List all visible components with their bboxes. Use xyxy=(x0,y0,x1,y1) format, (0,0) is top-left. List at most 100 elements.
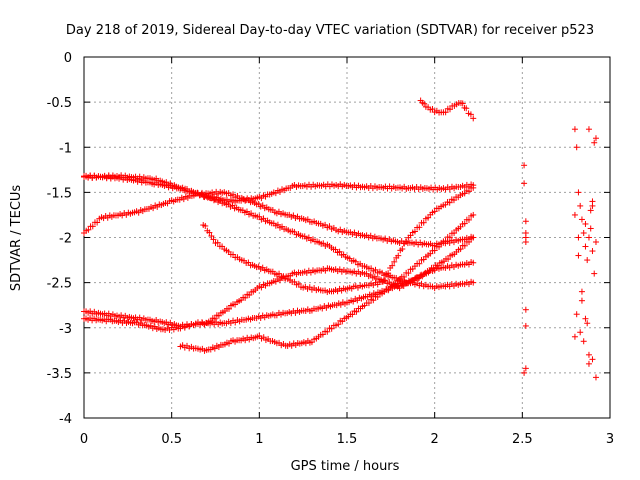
data-point xyxy=(582,243,589,250)
data-point xyxy=(210,236,217,243)
data-point xyxy=(442,109,449,116)
data-point xyxy=(451,230,458,237)
data-point xyxy=(467,111,474,118)
data-point xyxy=(395,252,402,259)
data-point xyxy=(470,211,477,218)
data-point xyxy=(582,220,589,227)
data-point xyxy=(420,219,427,226)
x-tick-label: 1 xyxy=(255,432,263,447)
data-point xyxy=(246,292,253,299)
data-point xyxy=(202,222,209,229)
data-point xyxy=(446,199,453,206)
data-point xyxy=(584,257,591,264)
data-point xyxy=(396,277,403,284)
x-tick-label: 0 xyxy=(80,432,88,447)
data-point xyxy=(591,270,598,277)
data-point xyxy=(465,216,472,223)
y-axis: 0 -0.5 -1 -1.5 -2 -2.5 -3 -3.5 -4 xyxy=(47,51,610,427)
data-point xyxy=(580,229,587,236)
data-point xyxy=(571,211,578,218)
data-point xyxy=(585,126,592,133)
data-point xyxy=(242,294,249,301)
data-point xyxy=(573,144,580,151)
data-point xyxy=(295,280,302,287)
x-tick-label: 2.5 xyxy=(512,432,533,447)
data-point xyxy=(208,233,215,240)
y-tick-label: -1 xyxy=(59,141,72,156)
data-point xyxy=(431,247,438,254)
data-point xyxy=(353,308,360,315)
data-point xyxy=(89,223,96,230)
data-point xyxy=(85,226,92,233)
data-point xyxy=(582,315,589,322)
data-point xyxy=(426,267,433,274)
data-point xyxy=(578,297,585,304)
y-axis-label: SDTVAR / TECUs xyxy=(9,185,24,292)
data-point xyxy=(461,220,468,227)
data-point xyxy=(587,207,594,214)
data-point xyxy=(459,100,466,107)
data-point xyxy=(575,252,582,259)
data-point xyxy=(577,329,584,336)
y-tick-label: -2 xyxy=(59,232,72,247)
data-point xyxy=(585,234,592,241)
data-point xyxy=(206,229,213,236)
data-point xyxy=(211,315,218,322)
data-point xyxy=(571,333,578,340)
y-tick-label: -0.5 xyxy=(47,96,72,111)
data-point xyxy=(589,356,596,363)
data-point xyxy=(578,216,585,223)
data-point xyxy=(522,234,529,241)
data-point xyxy=(385,270,392,277)
data-point xyxy=(430,265,437,272)
data-point xyxy=(446,234,453,241)
data-point xyxy=(591,139,598,146)
data-point xyxy=(573,311,580,318)
data-point xyxy=(94,219,101,226)
data-point xyxy=(416,224,423,231)
data-point xyxy=(470,259,477,266)
y-tick-label: -2.5 xyxy=(47,277,72,292)
data-point xyxy=(328,325,335,332)
data-point xyxy=(589,248,596,255)
data-point xyxy=(403,238,410,245)
data-point xyxy=(405,270,412,277)
data-point xyxy=(381,277,388,284)
data-point xyxy=(445,256,452,263)
data-point xyxy=(276,270,283,277)
data-point xyxy=(349,311,356,318)
x-tick-label: 1.5 xyxy=(337,432,358,447)
x-tick-label: 2 xyxy=(431,432,439,447)
data-point xyxy=(370,297,377,304)
data-point xyxy=(400,273,407,280)
x-tick-label: 0.5 xyxy=(161,432,182,447)
data-point xyxy=(447,106,454,113)
data-point xyxy=(372,266,379,273)
data-point xyxy=(584,320,591,327)
data-point xyxy=(436,243,443,250)
data-point xyxy=(592,374,599,381)
data-point xyxy=(463,105,470,112)
data-point xyxy=(214,239,221,246)
data-point xyxy=(522,365,529,372)
data-point xyxy=(461,242,468,249)
data-point xyxy=(522,322,529,329)
x-tick-label: 3 xyxy=(606,432,614,447)
y-tick-label: -4 xyxy=(59,412,72,427)
data-point xyxy=(335,321,342,328)
data-point xyxy=(575,189,582,196)
data-point xyxy=(274,221,281,228)
data-point xyxy=(431,208,438,215)
data-point xyxy=(336,248,343,255)
data-point xyxy=(429,106,436,113)
data-point xyxy=(391,258,398,265)
data-point xyxy=(585,360,592,367)
data-point xyxy=(389,262,396,269)
data-point xyxy=(577,202,584,209)
data-point xyxy=(416,274,423,281)
data-point xyxy=(575,234,582,241)
data-point xyxy=(470,115,477,122)
data-point xyxy=(416,260,423,267)
data-point xyxy=(470,279,477,286)
